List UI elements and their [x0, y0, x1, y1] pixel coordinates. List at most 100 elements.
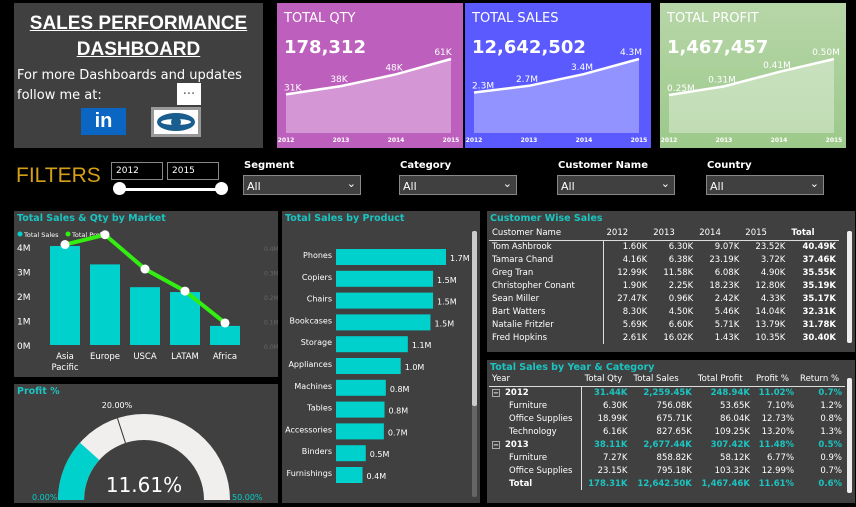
table-row[interactable]: −2012 31.44K 2,259.45K 248.94K 11.02% 0.7% [489, 386, 845, 399]
y-tick: 0M [17, 342, 31, 352]
table-cell: 23.15K [597, 465, 628, 476]
table-cell: 31.44K [594, 387, 628, 398]
linkedin-icon[interactable]: in [81, 108, 126, 135]
table-row[interactable]: Greg Tran 12.99K 11.58K 6.08K 4.90K 35.55K [489, 266, 839, 279]
data-label: 0.25M [667, 84, 695, 94]
table-row[interactable]: −2013 38.11K 2,677.44K 307.42K 11.48% 0.5% [489, 438, 845, 451]
column-header[interactable]: Total Qty [581, 373, 631, 387]
data-label: 1.7M [450, 254, 470, 263]
bar-appliances [336, 358, 401, 374]
column-header[interactable]: Return % [797, 373, 845, 387]
slider-start-handle[interactable] [113, 182, 126, 195]
year-to-input[interactable]: 2015 [167, 162, 219, 180]
table-cell: Christopher Conant [489, 279, 604, 292]
column-header[interactable]: Customer Name [489, 227, 604, 241]
column-header[interactable]: 2012 [603, 227, 651, 241]
table-cell: 53.65K [720, 400, 750, 411]
table-row[interactable]: Tom Ashbrook 1.60K 6.30K 9.07K 23.52K 40.49K [489, 240, 839, 253]
table-row[interactable]: Tamara Chand 4.16K 6.38K 23.19K 3.72K 37.46K [489, 253, 839, 266]
filter-dropdown-customer-name[interactable]: All ⌄ [557, 175, 675, 195]
table-row[interactable]: Sean Miller 27.47K 0.96K 2.42K 4.33K 35.17K [489, 292, 839, 305]
year-tick: 2015 [631, 137, 648, 144]
product-chart-panel: Total Sales by Product Phones 1.7M Copiers… [282, 211, 480, 503]
table-row[interactable]: Christopher Conant 1.90K 2.25K 18.23K 12.80K… [489, 279, 839, 292]
column-header[interactable]: 2014 [696, 227, 743, 241]
kpi-value: 178,312 [284, 37, 366, 58]
kpi-title: TOTAL QTY [284, 11, 356, 26]
table-cell: 35.19K [802, 280, 836, 291]
column-header[interactable]: 2013 [650, 227, 697, 241]
filter-dropdown-segment[interactable]: All ⌄ [243, 175, 361, 195]
column-header[interactable]: 2015 [742, 227, 789, 241]
table-cell: Tom Ashbrook [489, 240, 604, 253]
chevron-down-icon: ⌄ [809, 177, 819, 190]
filter-dropdown-category[interactable]: All ⌄ [399, 175, 517, 195]
table-cell: 756.08K [656, 400, 692, 411]
data-label: 1.5M [437, 276, 457, 285]
year-tick: 2012 [278, 137, 295, 144]
legend-total-profit: Total Profit [71, 231, 107, 239]
table-cell: Tamara Chand [489, 253, 604, 266]
filter-label-country: Country [707, 160, 752, 171]
total-cell: 0.6% [818, 478, 842, 489]
total-cell: 12,642.50K [637, 478, 692, 489]
profit-point [100, 230, 110, 240]
bar-asia-pacific [50, 246, 80, 345]
scrollbar[interactable] [472, 231, 477, 406]
table-row[interactable]: Furniture 6.30K 756.08K 53.65K 7.10% 1.2% [489, 399, 845, 412]
kpi-value: 12,642,502 [472, 37, 586, 58]
more-options-button[interactable]: ... [177, 83, 201, 105]
table-cell: 38.11K [594, 439, 628, 450]
category-label: Furnishings [287, 469, 332, 478]
y-tick: 4M [17, 244, 31, 254]
year-range-slider[interactable] [119, 188, 221, 191]
scrollbar[interactable] [847, 231, 852, 343]
category-label: Machines [294, 382, 332, 391]
filter-dropdown-country[interactable]: All ⌄ [706, 175, 824, 195]
y2-tick: 0.2M [264, 295, 278, 302]
table-cell: 2.25K [668, 280, 694, 291]
table-row[interactable]: Furniture 7.27K 858.82K 58.12K 6.77% 0.9% [489, 451, 845, 464]
data-label: 2.7M [516, 75, 538, 85]
column-header[interactable]: Year [489, 373, 582, 387]
data-label: 61K [434, 48, 452, 58]
column-header[interactable]: Total Sales [630, 373, 695, 387]
data-label: 1.0M [405, 363, 425, 372]
x-tick: USCA [133, 352, 157, 362]
table-row[interactable]: Bart Watters 8.30K 4.50K 5.46K 14.04K 32.31K [489, 305, 839, 318]
column-header[interactable]: Total Profit [694, 373, 753, 387]
customer-table-title: Customer Wise Sales [490, 213, 603, 224]
collapse-icon[interactable]: − [492, 440, 500, 449]
market-chart-title: Total Sales & Qty by Market [17, 213, 166, 224]
year-tick: 2012 [661, 137, 678, 144]
slider-end-handle[interactable] [215, 182, 228, 195]
y2-tick: 0.0M [264, 344, 278, 351]
year-category-table: Year Total Qty Total Sales Total Profit Prof… [489, 373, 845, 490]
data-label: 0.8M [390, 385, 410, 394]
customer-table-panel: Customer Wise Sales Customer Name 2012 201… [487, 211, 855, 352]
filter-label-segment: Segment [244, 160, 295, 171]
data-label: 1.5M [434, 319, 454, 328]
bar-usca [130, 287, 160, 345]
column-header[interactable]: Total [788, 227, 839, 241]
scrollbar[interactable] [847, 378, 852, 493]
row-label[interactable]: −2012 [489, 386, 583, 399]
category-label: Phones [303, 251, 332, 260]
table-cell: Sean Miller [489, 292, 604, 305]
table-cell: 1.2% [820, 400, 842, 411]
collapse-icon[interactable]: − [492, 388, 500, 397]
table-row[interactable]: Natalie Fritzler 5.69K 6.60K 5.71K 13.79K 31.… [489, 318, 839, 331]
table-row[interactable]: Office Supplies 18.99K 675.71K 86.04K 12.73%… [489, 412, 845, 425]
table-cell: 0.96K [668, 293, 694, 304]
year-from-input[interactable]: 2012 [111, 162, 163, 180]
sparkline-area [474, 59, 639, 133]
table-cell: 9.07K [714, 241, 740, 252]
eye-logo-icon[interactable] [151, 107, 201, 137]
table-row[interactable]: Office Supplies 23.15K 795.18K 103.32K 12.99… [489, 464, 845, 477]
profit-point [60, 240, 70, 250]
table-row[interactable]: Fred Hopkins 2.61K 16.02K 1.43K 10.35K 30.40K [489, 331, 839, 344]
table-row[interactable]: Technology 6.16K 827.65K 109.25K 13.20% 1.3% [489, 425, 845, 438]
row-label[interactable]: −2013 [489, 438, 583, 451]
column-header[interactable]: Profit % [752, 373, 798, 387]
chevron-down-icon: ⌄ [502, 177, 512, 190]
